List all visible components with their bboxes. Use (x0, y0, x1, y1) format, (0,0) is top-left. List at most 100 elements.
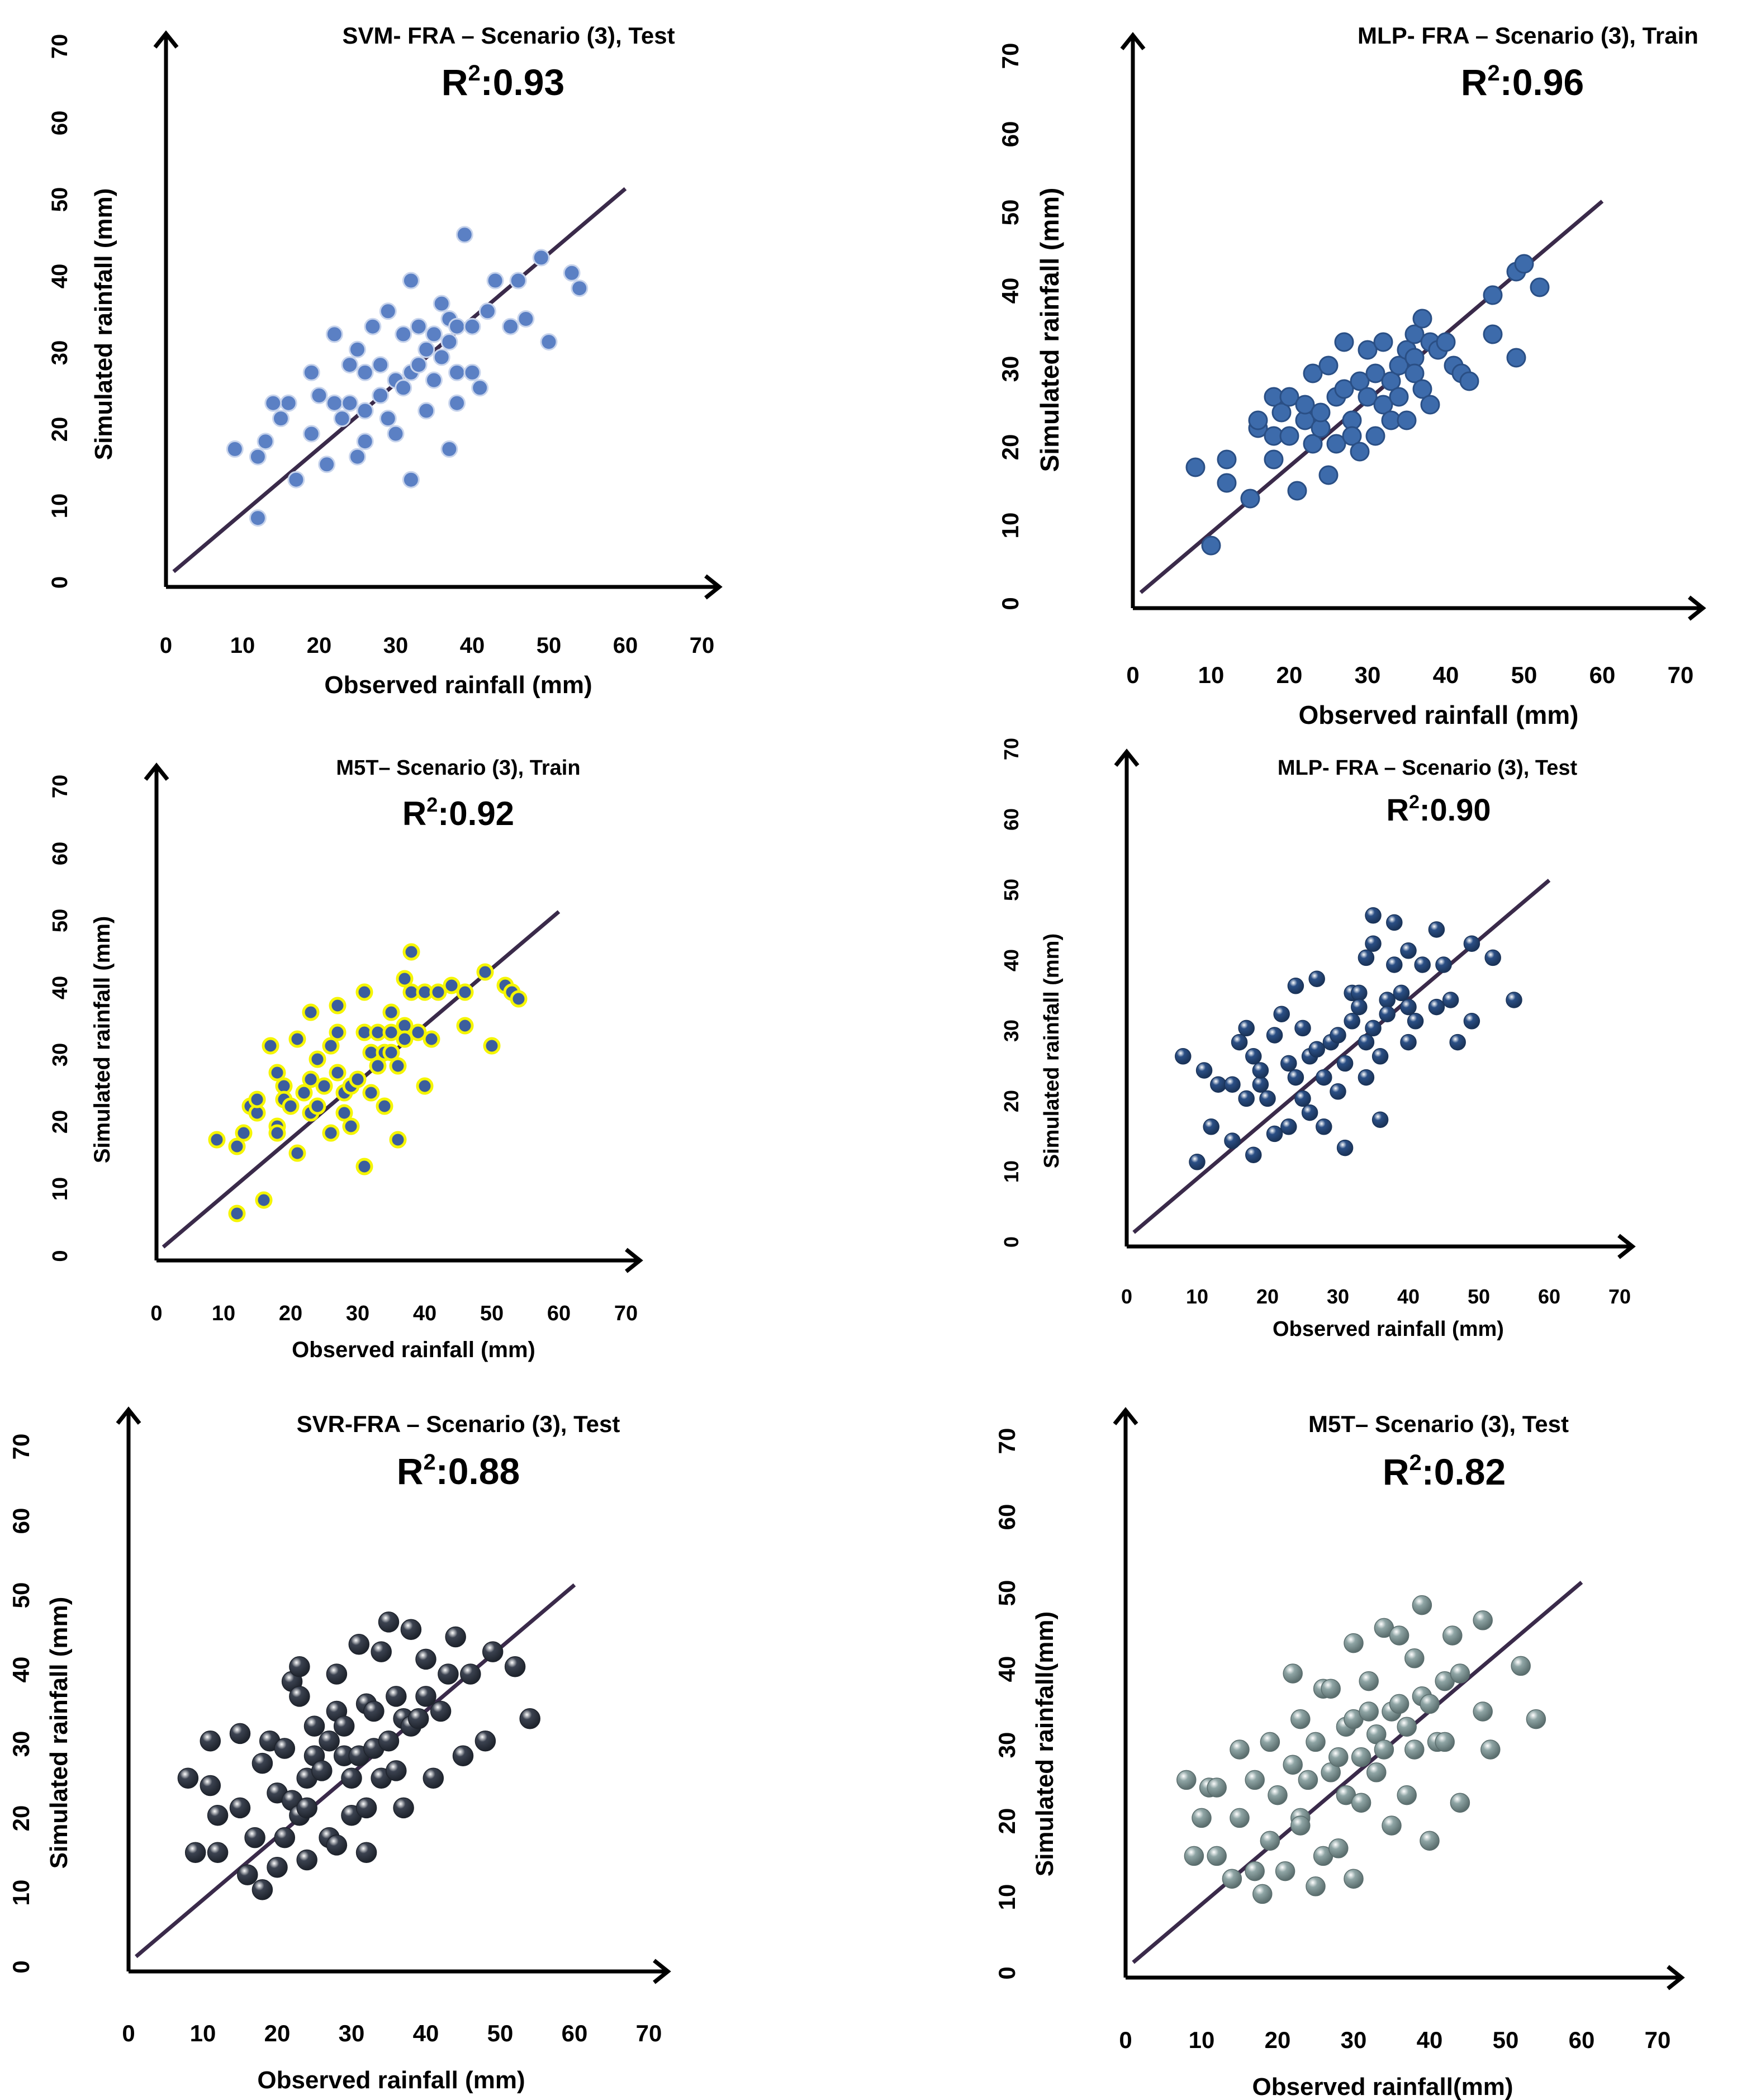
y-tick-label: 0 (49, 1250, 72, 1262)
data-point (302, 1003, 320, 1021)
data-point (1358, 1069, 1375, 1086)
chart-svg-1: SVM- FRA – Scenario (3), Test R2:0.93 Ob… (48, 22, 723, 699)
y-tick-label: 70 (8, 1434, 34, 1460)
data-point (1511, 1656, 1531, 1676)
data-point (1463, 935, 1480, 952)
data-point (540, 333, 558, 351)
data-point (341, 1767, 362, 1789)
data-point (425, 325, 443, 343)
data-point (433, 348, 450, 366)
data-point (319, 1730, 340, 1752)
y-axis-label: Simulated rainfall (mm) (90, 188, 117, 461)
chart-svg-2: MLP- FRA – Scenario (3), Train R2:0.96 O… (997, 22, 1706, 729)
plot-area: 0 10 20 30 40 50 60 70 0 10 20 30 40 50 60 70 (1000, 738, 1636, 1308)
data-point (1287, 978, 1304, 994)
data-point (1283, 1663, 1303, 1684)
y-tick-label: 20 (997, 434, 1023, 461)
data-point (387, 425, 405, 443)
plot-area: 0 10 20 30 40 50 60 70 0 10 20 30 40 50 60 70 (8, 1406, 671, 2046)
data-point (1366, 1762, 1387, 1783)
x-tick-label: 0 (160, 633, 172, 658)
x-tick-label: 0 (1121, 1285, 1132, 1308)
data-point (289, 1656, 310, 1677)
data-point (362, 1084, 380, 1102)
data-point (1336, 1139, 1354, 1156)
data-point (478, 302, 496, 320)
x-tick-label: 10 (230, 633, 255, 658)
y-tick-label: 50 (49, 909, 72, 932)
y-tick-label: 30 (8, 1731, 34, 1757)
data-point (356, 363, 374, 381)
y-tick-label: 10 (994, 1884, 1020, 1911)
chart-svg-4: MLP- FRA – Scenario (3), Test R2:0.90 Ob… (1000, 738, 1636, 1341)
plot-area: 0 10 20 30 40 50 60 70 0 10 20 30 40 50 60 70 (994, 1407, 1685, 2053)
data-point (268, 1124, 286, 1142)
data-point (1224, 1076, 1241, 1093)
x-tick-label: 0 (122, 2020, 135, 2046)
y-tick-label: 10 (8, 1880, 34, 1906)
data-point (510, 990, 528, 1008)
data-point (471, 379, 489, 397)
data-point (1435, 956, 1452, 973)
data-point (1326, 434, 1346, 454)
x-tick-label: 10 (1198, 662, 1225, 688)
data-point (1303, 434, 1323, 454)
data-point (200, 1775, 221, 1796)
data-point (1412, 379, 1432, 399)
x-tick-label: 0 (1126, 662, 1139, 688)
data-point (1252, 1884, 1273, 1904)
data-point (463, 363, 481, 381)
data-point (433, 295, 450, 312)
data-point (1442, 992, 1459, 1008)
data-point (1351, 984, 1368, 1002)
y-tick-label: 50 (1000, 879, 1023, 901)
data-point (1371, 1048, 1389, 1065)
data-point (1344, 1633, 1364, 1653)
data-point (309, 1050, 326, 1068)
x-tick-label: 10 (190, 2020, 216, 2046)
x-tick-label: 10 (1189, 2027, 1215, 2053)
data-point (1328, 1838, 1349, 1859)
plot-area: 0 10 20 30 40 50 60 70 0 10 20 30 40 50 60 70 (48, 30, 723, 658)
data-point (455, 226, 473, 244)
data-point (416, 1077, 434, 1095)
chart-svg-6: M5T– Scenario (3), Test R2:0.82 Observed… (994, 1407, 1685, 2100)
data-point (402, 943, 420, 961)
y-tick-label: 10 (49, 1177, 72, 1201)
y-tick-label: 40 (49, 976, 72, 999)
data-point (1420, 1694, 1440, 1714)
data-point (1483, 285, 1503, 305)
data-point (1381, 371, 1401, 391)
data-point (1175, 1048, 1192, 1065)
data-point (1280, 1055, 1297, 1072)
x-tick-label: 30 (346, 1302, 369, 1325)
data-point (1473, 1610, 1493, 1630)
data-point (272, 410, 290, 428)
data-point (355, 1158, 373, 1175)
data-point (1231, 1034, 1248, 1051)
data-point (257, 433, 274, 451)
y-axis-label: Simulated rainfall (mm) (45, 1597, 73, 1869)
data-point (244, 1827, 265, 1848)
data-point (382, 1023, 400, 1041)
data-point (1224, 1132, 1241, 1149)
data-point (1404, 1648, 1425, 1668)
data-point (329, 1023, 347, 1041)
data-point (341, 394, 359, 412)
x-tick-label: 10 (1186, 1285, 1208, 1308)
data-point (430, 1700, 452, 1722)
data-point (410, 317, 428, 335)
data-point (456, 983, 474, 1001)
data-point (483, 1037, 501, 1055)
data-point (1344, 1013, 1360, 1030)
data-point (228, 1205, 246, 1222)
data-point (1290, 1709, 1311, 1729)
y-tick-label: 60 (1000, 808, 1023, 831)
data-point (440, 333, 458, 351)
y-tick-label: 70 (48, 34, 72, 59)
data-point (378, 1611, 400, 1633)
data-point (386, 1686, 407, 1707)
y-tick-label: 50 (8, 1582, 34, 1609)
y-tick-label: 20 (49, 1110, 72, 1134)
data-point (1207, 1777, 1227, 1798)
